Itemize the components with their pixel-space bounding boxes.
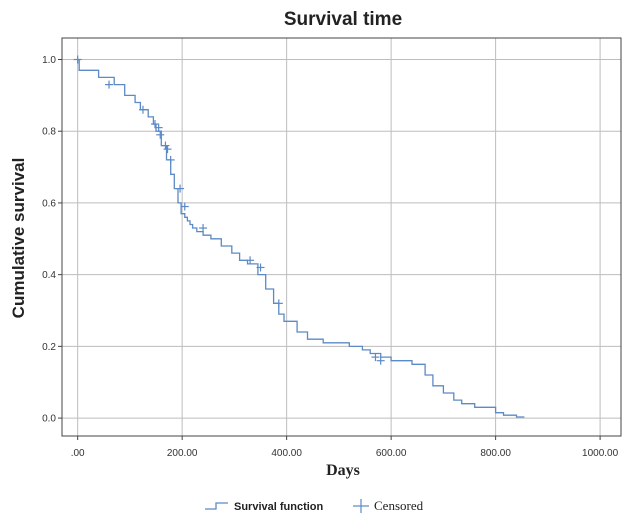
plot-frame	[61, 37, 622, 437]
censored-mark	[73, 55, 82, 64]
censored-mark	[105, 80, 114, 89]
tick-labels: 0.0 0.2 0.4 0.6 0.8 1.0 .00 200.00 400.00 600.00 8…	[42, 55, 619, 459]
censored-mark	[154, 123, 163, 132]
censored-mark	[176, 184, 185, 193]
censored-mark	[199, 224, 208, 233]
y-tick-label: 0.6	[42, 198, 56, 209]
x-tick-label: 400.00	[271, 448, 302, 459]
x-axis-label: Days	[326, 462, 360, 479]
censored-mark	[156, 130, 165, 139]
x-tick-label: 200.00	[167, 448, 198, 459]
grid	[58, 38, 621, 440]
censored-mark	[150, 120, 159, 129]
x-tick-label: 800.00	[480, 448, 511, 459]
legend-survival-label: Survival function	[234, 501, 324, 513]
legend: Survival function Censored	[205, 498, 424, 513]
y-tick-label: 1.0	[42, 55, 56, 66]
censored-mark	[274, 299, 283, 308]
legend-censored-swatch	[353, 499, 369, 513]
y-tick-label: 0.8	[42, 127, 56, 138]
y-axis-label: Cumulative survival	[9, 158, 28, 319]
censored-mark	[371, 353, 380, 362]
x-tick-label: 1000.00	[582, 448, 619, 459]
censored-mark	[138, 105, 147, 114]
censored-mark	[256, 263, 265, 272]
survival-function-line	[77, 58, 525, 418]
censored-mark	[166, 155, 175, 164]
x-tick-label: .00	[71, 448, 85, 459]
x-tick-label: 600.00	[376, 448, 407, 459]
y-tick-label: 0.2	[42, 342, 56, 353]
censored-mark	[161, 141, 170, 150]
censored-marks	[73, 55, 385, 365]
legend-censored-label: Censored	[374, 498, 424, 513]
chart-title: Survival time	[284, 9, 402, 30]
censored-mark	[246, 256, 255, 265]
y-tick-label: 0.4	[42, 270, 56, 281]
censored-mark	[376, 356, 385, 365]
censored-mark	[180, 202, 189, 211]
legend-survival-swatch	[205, 502, 228, 510]
y-tick-label: 0.0	[42, 414, 56, 425]
censored-mark	[163, 145, 172, 154]
